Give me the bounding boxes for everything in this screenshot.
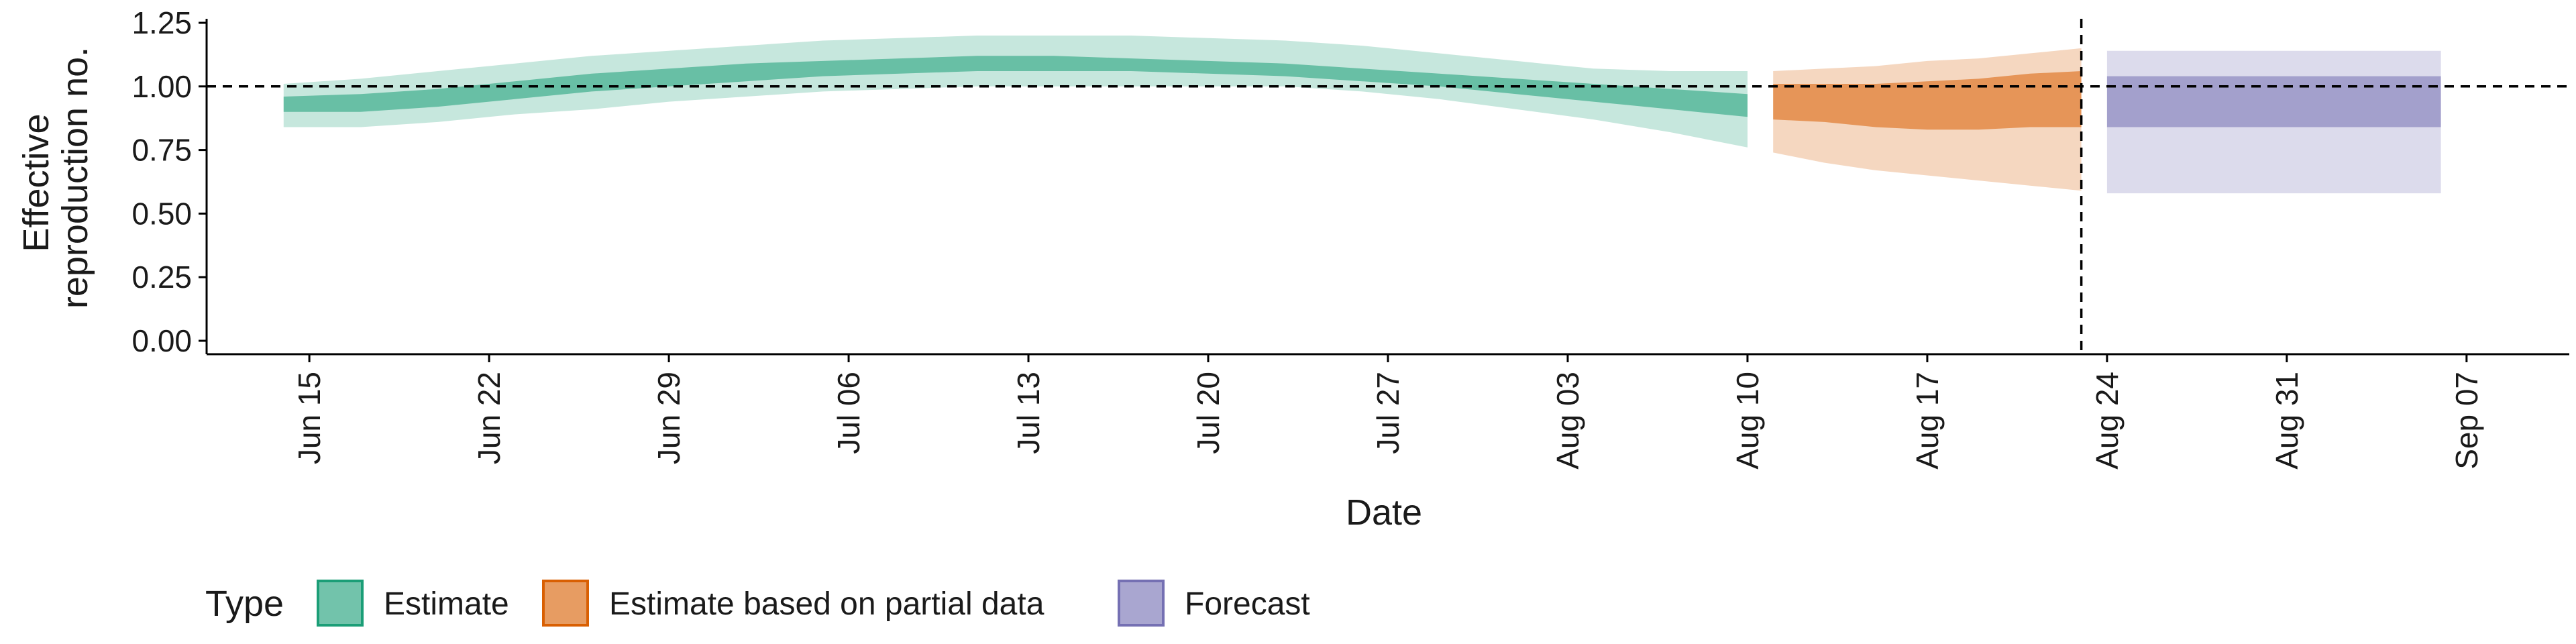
ribbon-layer bbox=[283, 36, 2441, 194]
x-axis-title: Date bbox=[1346, 492, 1422, 533]
legend-title: Type bbox=[205, 584, 284, 624]
legend-key-forecast bbox=[1118, 580, 1165, 627]
x-tick-label: Jun 15 bbox=[292, 372, 327, 464]
legend-key-partial bbox=[542, 580, 589, 627]
y-axis-title: Effective reproduction no. bbox=[16, 47, 95, 309]
estimate-outer-band bbox=[283, 36, 1748, 148]
legend-key-estimate bbox=[317, 580, 364, 627]
x-tick-label: Jul 06 bbox=[831, 372, 866, 454]
legend-label-forecast: Forecast bbox=[1185, 586, 1310, 622]
y-tick-label: 0.50 bbox=[131, 196, 192, 231]
legend-label-estimate: Estimate bbox=[384, 586, 509, 622]
y-axis-title-line-2: reproduction no. bbox=[55, 47, 95, 309]
x-tick-label: Jun 29 bbox=[651, 372, 686, 464]
y-tick-label: 0.75 bbox=[131, 133, 192, 168]
x-tick-label: Jul 20 bbox=[1191, 372, 1226, 454]
estimate-inner-band bbox=[283, 56, 1748, 117]
y-axis-title-line-1: Effective bbox=[16, 113, 56, 252]
x-tick-label: Jul 13 bbox=[1011, 372, 1046, 454]
x-tick-label: Aug 03 bbox=[1550, 372, 1585, 470]
x-tick-label: Aug 17 bbox=[1910, 372, 1945, 470]
x-tick-label: Sep 07 bbox=[2449, 372, 2484, 470]
y-tick-label: 0.00 bbox=[131, 323, 192, 358]
x-tick-label: Aug 24 bbox=[2090, 372, 2125, 470]
forecast-inner-band bbox=[2106, 76, 2441, 127]
x-tick-label: Aug 31 bbox=[2269, 372, 2304, 470]
x-tick-label: Jun 22 bbox=[472, 372, 506, 464]
y-tick-label: 1.00 bbox=[131, 69, 192, 104]
x-tick-label: Aug 10 bbox=[1730, 372, 1765, 470]
legend: Type Estimate Estimate based on partial … bbox=[205, 580, 1310, 627]
y-ticks: 0.00 0.25 0.50 0.75 1.00 1.25 bbox=[131, 5, 207, 358]
x-tick-label: Jul 27 bbox=[1371, 372, 1405, 454]
y-tick-label: 0.25 bbox=[131, 260, 192, 294]
legend-label-partial: Estimate based on partial data bbox=[609, 586, 1044, 622]
x-ticks: Jun 15 Jun 22 Jun 29 Jul 06 Jul 13 Jul 20 Jul … bbox=[292, 354, 2484, 470]
reference-lines bbox=[207, 19, 2569, 354]
y-tick-label: 1.25 bbox=[131, 5, 192, 40]
